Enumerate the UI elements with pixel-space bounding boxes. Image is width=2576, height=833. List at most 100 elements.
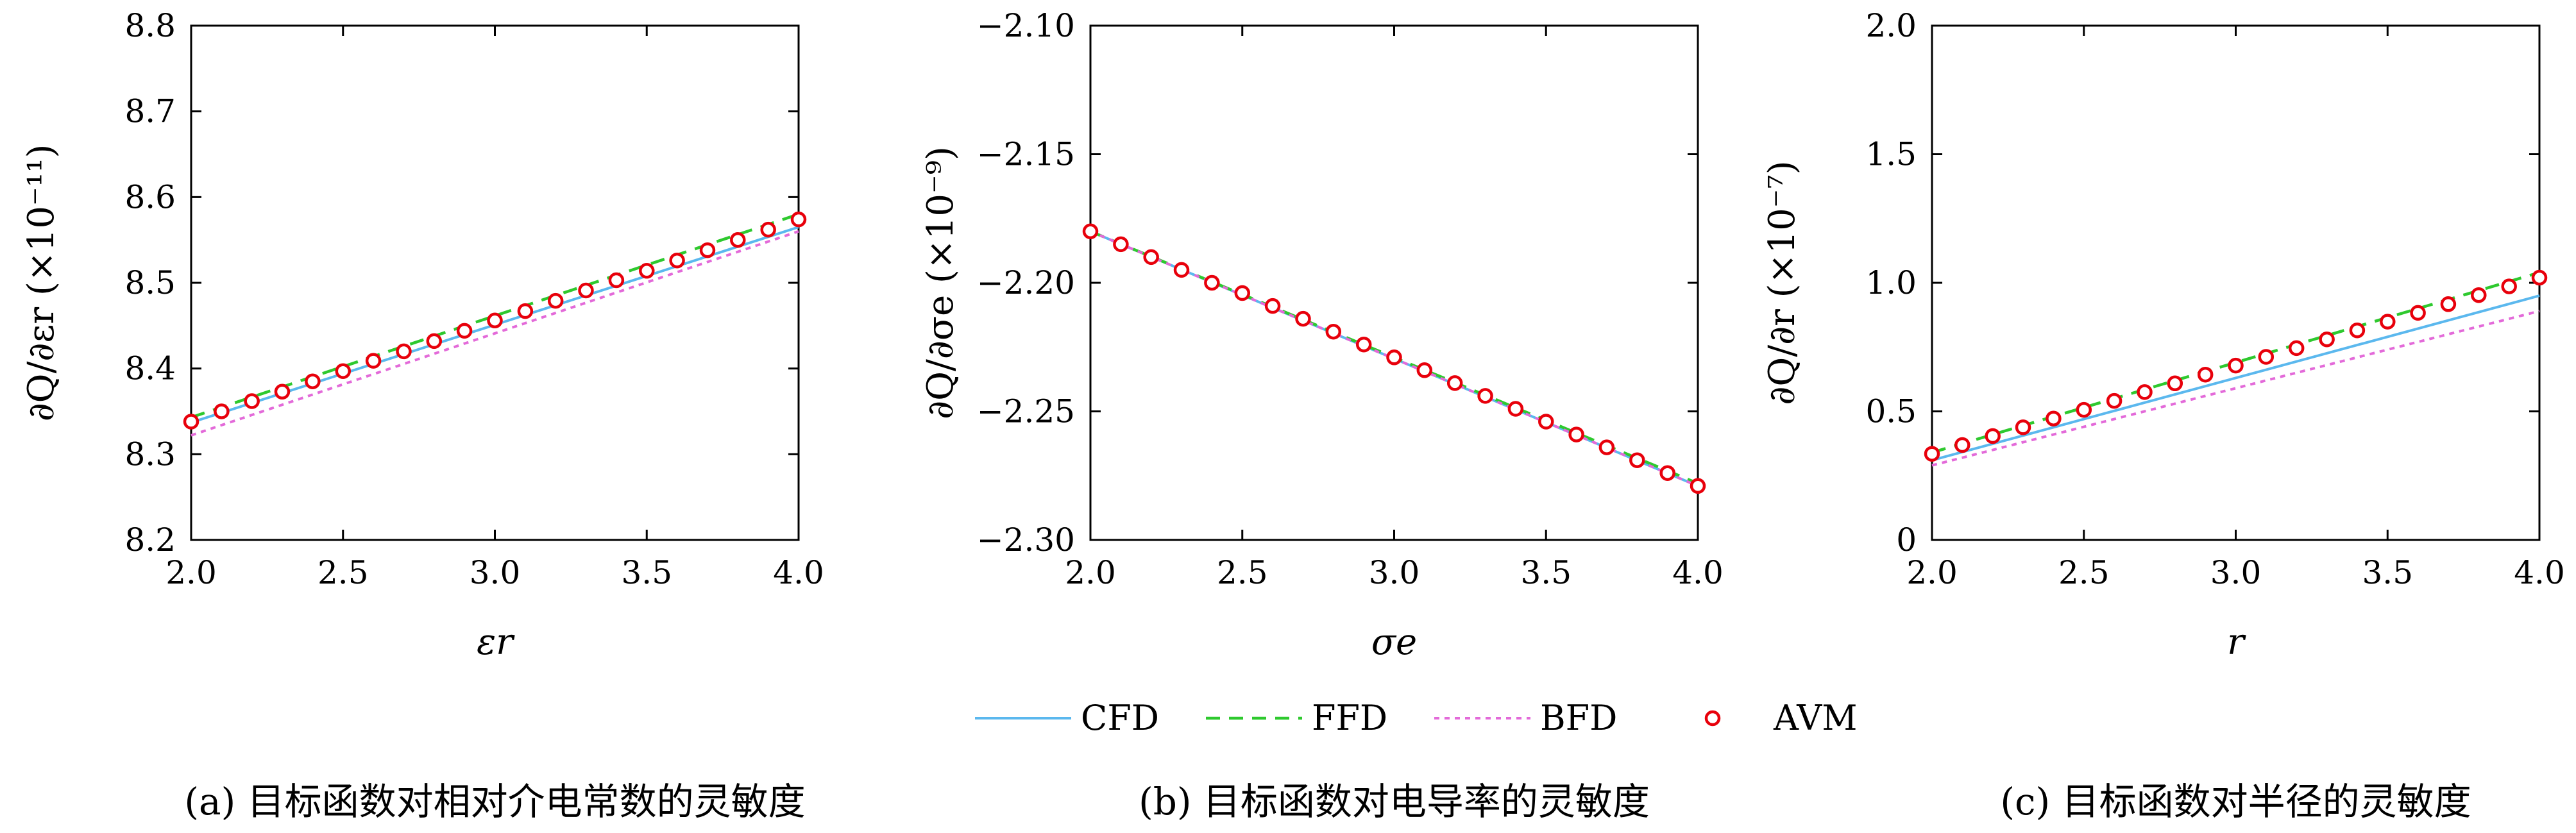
panel-caption: (b) 目标函数对电导率的灵敏度 <box>1139 780 1650 823</box>
avm-point <box>2319 331 2335 348</box>
x-tick-label: 2.5 <box>1217 554 1268 591</box>
legend-label-bfd: BFD <box>1540 698 1617 738</box>
legend-item-bfd: BFD <box>1434 698 1617 738</box>
y-tick-label: 8.6 <box>124 178 176 215</box>
avm-point <box>2167 375 2183 392</box>
x-tick-label: 4.0 <box>2514 554 2565 591</box>
y-tick-label: −2.15 <box>977 136 1075 173</box>
avm-point <box>639 263 655 279</box>
avm-point <box>1325 323 1342 340</box>
legend-label-avm: AVM <box>1773 698 1858 738</box>
avm-point <box>608 272 625 289</box>
avm-point <box>547 292 564 309</box>
avm-point <box>2471 287 2487 303</box>
y-tick-label: 1.0 <box>1865 264 1917 301</box>
avm-point <box>1416 362 1433 378</box>
avm-point <box>2046 410 2062 426</box>
avm-point <box>2380 314 2396 330</box>
legend-item-ffd: FFD <box>1206 698 1387 738</box>
avm-point <box>2228 357 2244 374</box>
avm-point <box>1143 249 1159 265</box>
avm-point <box>2531 269 2548 286</box>
avm-point <box>1234 285 1251 301</box>
x-tick-label: 4.0 <box>1672 554 1724 591</box>
y-axis-label: ∂Q/∂εr (×10⁻¹¹) <box>21 144 62 422</box>
avm-point <box>2137 384 2153 400</box>
x-tick-label: 2.0 <box>165 554 217 591</box>
avm-point <box>2440 296 2457 312</box>
avm-point <box>2197 366 2214 383</box>
x-tick-label: 3.5 <box>621 554 672 591</box>
avm-point <box>578 282 594 299</box>
panel-caption: (a) 目标函数对相对介电常数的灵敏度 <box>184 780 805 823</box>
avm-point <box>760 221 776 238</box>
avm-point <box>1629 452 1645 468</box>
avm-point <box>1924 446 1940 462</box>
x-tick-label: 4.0 <box>773 554 824 591</box>
avm-point <box>1985 428 2001 444</box>
series-line-ffd <box>1931 271 2540 454</box>
x-tick-label: 2.5 <box>318 554 369 591</box>
legend-swatch-avm <box>1704 710 1721 727</box>
avm-point <box>699 242 716 258</box>
avm-point <box>517 303 534 319</box>
x-tick-label: 2.0 <box>1065 554 1116 591</box>
avm-point <box>214 403 230 419</box>
y-tick-label: 8.8 <box>124 7 176 44</box>
avm-point <box>1113 236 1129 253</box>
legend-item-cfd: CFD <box>975 698 1159 738</box>
avm-point <box>456 323 473 339</box>
avm-point <box>1690 478 1706 494</box>
y-tick-label: −2.25 <box>977 393 1075 430</box>
chart-panel-1: 2.0 2.5 3.0 3.5 4.0 −2.30 −2.25 −2.20 −2.15 −2.10… <box>920 7 1724 823</box>
avm-point <box>2076 401 2092 418</box>
avm-point <box>1507 401 1524 417</box>
y-tick-label: 8.3 <box>124 435 176 473</box>
legend-item-avm: AVM <box>1704 698 1858 738</box>
legend-label-ffd: FFD <box>1312 698 1387 738</box>
avm-point <box>274 383 291 400</box>
avm-point <box>183 414 199 430</box>
avm-point <box>1386 349 1402 366</box>
y-tick-label: 0.5 <box>1865 393 1917 430</box>
avm-point <box>1954 437 1970 453</box>
y-tick-label: 8.4 <box>124 350 176 387</box>
avm-point <box>2258 349 2275 365</box>
x-tick-label: 3.0 <box>2210 554 2262 591</box>
avm-point <box>2288 340 2305 357</box>
avm-point <box>1568 426 1584 442</box>
y-tick-label: 8.5 <box>124 264 176 301</box>
series-line-bfd <box>191 230 799 437</box>
y-axis-label: ∂Q/∂σe (×10⁻⁹) <box>920 146 962 419</box>
y-axis-label: ∂Q/∂r (×10⁻⁷) <box>1761 160 1803 405</box>
series-line-ffd <box>191 212 799 419</box>
avm-point <box>426 333 443 349</box>
chart-panel-0: 2.0 2.5 3.0 3.5 4.0 8.2 8.3 8.4 8.5 8.6 8.7 8.8 εr ∂Q… <box>21 7 824 823</box>
avm-point <box>1659 465 1675 481</box>
avm-point <box>1082 223 1099 240</box>
y-tick-label: 1.5 <box>1865 136 1917 173</box>
avm-point <box>2349 322 2366 339</box>
avm-point <box>335 363 352 379</box>
x-tick-label: 3.5 <box>1520 554 1572 591</box>
x-tick-label: 2.0 <box>1906 554 1958 591</box>
avm-point <box>1173 262 1190 278</box>
y-tick-label: −2.20 <box>977 264 1075 301</box>
series-line-cfd <box>1931 294 2540 462</box>
avm-point <box>487 312 503 329</box>
x-tick-label: 3.5 <box>2362 554 2413 591</box>
avm-point <box>2015 419 2031 435</box>
x-tick-label: 3.0 <box>470 554 521 591</box>
panels: 2.0 2.5 3.0 3.5 4.0 8.2 8.3 8.4 8.5 8.6 8.7 8.8 εr ∂Q… <box>21 7 2565 823</box>
legend: CFD FFD BFD AVM <box>975 698 1858 738</box>
x-axis-label: σe <box>1371 621 1417 663</box>
avm-point <box>1598 439 1615 455</box>
chart-panel-2: 2.0 2.5 3.0 3.5 4.0 0 0.5 1.0 1.5 2.0 r ∂Q/∂r (×10⁻… <box>1761 7 2565 823</box>
panel-caption: (c) 目标函数对半径的灵敏度 <box>2000 780 2471 823</box>
avm-point <box>1538 414 1554 430</box>
avm-point <box>790 211 807 228</box>
avm-point <box>2106 392 2123 409</box>
y-tick-label: 0 <box>1896 521 1917 559</box>
